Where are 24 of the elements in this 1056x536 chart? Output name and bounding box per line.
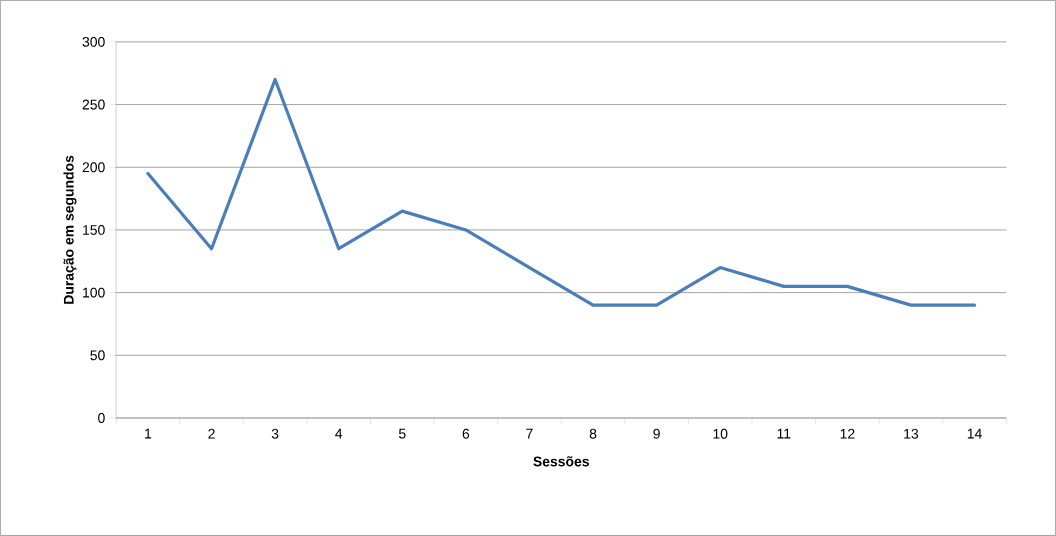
y-axis-title: Duração em segundos <box>63 155 77 304</box>
y-tick-label: 0 <box>98 413 105 423</box>
x-tick-label: 6 <box>462 428 470 439</box>
x-tick-label: 13 <box>904 428 919 439</box>
x-tick-label: 9 <box>653 428 660 439</box>
y-tick-label: 50 <box>90 350 105 361</box>
x-tick-label: 2 <box>208 428 215 439</box>
x-tick-label: 4 <box>335 428 343 439</box>
x-tick-label: 11 <box>777 428 791 439</box>
x-axis-title: Sessões <box>533 456 589 467</box>
x-tick-label: 7 <box>526 428 533 439</box>
y-tick-label: 150 <box>83 225 105 235</box>
y-tick-label: 300 <box>82 36 105 47</box>
x-tick-label: 14 <box>967 428 982 439</box>
x-tick-label: 3 <box>271 428 279 439</box>
x-tick-label: 8 <box>589 428 597 439</box>
y-tick-label: 200 <box>82 162 105 173</box>
y-tick-label: 250 <box>82 99 105 110</box>
line-series <box>146 77 977 307</box>
x-tick-label: 5 <box>398 428 406 439</box>
y-tick-label: 100 <box>83 287 105 298</box>
x-tick-label: 10 <box>713 428 728 439</box>
x-tick-label: 12 <box>840 428 855 439</box>
x-tick-label: 1 <box>145 428 152 439</box>
